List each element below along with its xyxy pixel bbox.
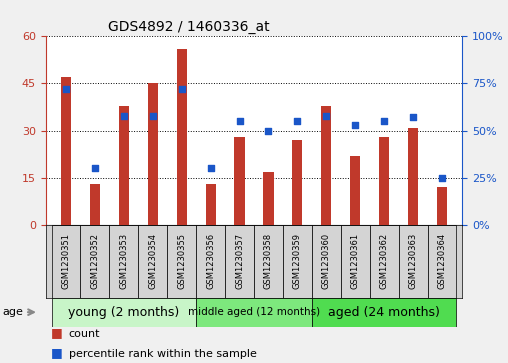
Text: GSM1230362: GSM1230362 <box>379 233 389 289</box>
Bar <box>321 106 331 225</box>
Bar <box>61 77 71 225</box>
Text: age: age <box>3 307 23 317</box>
Text: GSM1230358: GSM1230358 <box>264 233 273 289</box>
Point <box>91 166 99 171</box>
Text: young (2 months): young (2 months) <box>68 306 179 319</box>
Bar <box>148 83 158 225</box>
Bar <box>109 225 138 298</box>
Point <box>120 113 128 118</box>
Bar <box>196 298 312 327</box>
Point <box>322 113 330 118</box>
Bar <box>51 298 196 327</box>
Point <box>380 118 388 124</box>
Point <box>351 122 359 128</box>
Text: GSM1230354: GSM1230354 <box>148 233 157 289</box>
Bar <box>80 225 109 298</box>
Text: GSM1230360: GSM1230360 <box>322 233 331 289</box>
Point <box>62 86 70 92</box>
Text: middle aged (12 months): middle aged (12 months) <box>188 307 320 317</box>
Bar <box>138 225 167 298</box>
Point <box>149 113 157 118</box>
Point <box>207 166 215 171</box>
Bar <box>312 225 341 298</box>
Bar <box>90 184 100 225</box>
Text: GSM1230364: GSM1230364 <box>437 233 447 289</box>
Bar <box>399 225 428 298</box>
Text: GSM1230353: GSM1230353 <box>119 233 129 289</box>
Text: percentile rank within the sample: percentile rank within the sample <box>69 349 257 359</box>
Text: GSM1230355: GSM1230355 <box>177 233 186 289</box>
Bar <box>283 225 312 298</box>
Text: ■: ■ <box>51 326 62 339</box>
Text: GSM1230363: GSM1230363 <box>408 233 418 289</box>
Bar <box>225 225 254 298</box>
Bar <box>264 172 273 225</box>
Bar <box>51 225 80 298</box>
Point <box>264 128 272 134</box>
Text: ■: ■ <box>51 346 62 359</box>
Point <box>409 115 417 121</box>
Bar <box>341 225 370 298</box>
Bar <box>292 140 302 225</box>
Bar <box>254 225 283 298</box>
Point <box>178 86 186 92</box>
Bar <box>428 225 457 298</box>
Bar <box>350 156 360 225</box>
Point <box>293 118 301 124</box>
Bar <box>408 127 418 225</box>
Text: GSM1230359: GSM1230359 <box>293 233 302 289</box>
Point <box>236 118 244 124</box>
Bar <box>167 225 196 298</box>
Point <box>438 175 446 181</box>
Text: GSM1230352: GSM1230352 <box>90 233 100 289</box>
Text: GDS4892 / 1460336_at: GDS4892 / 1460336_at <box>108 20 270 34</box>
Text: GSM1230361: GSM1230361 <box>351 233 360 289</box>
Text: count: count <box>69 329 100 339</box>
Text: GSM1230356: GSM1230356 <box>206 233 215 289</box>
Text: aged (24 months): aged (24 months) <box>328 306 440 319</box>
Bar <box>177 49 187 225</box>
Text: GSM1230351: GSM1230351 <box>61 233 71 289</box>
Text: GSM1230357: GSM1230357 <box>235 233 244 289</box>
Bar <box>235 137 244 225</box>
Bar <box>196 225 225 298</box>
Bar <box>312 298 457 327</box>
Bar <box>206 184 216 225</box>
Bar <box>379 137 389 225</box>
Bar <box>119 106 129 225</box>
Bar <box>437 187 447 225</box>
Bar <box>370 225 399 298</box>
